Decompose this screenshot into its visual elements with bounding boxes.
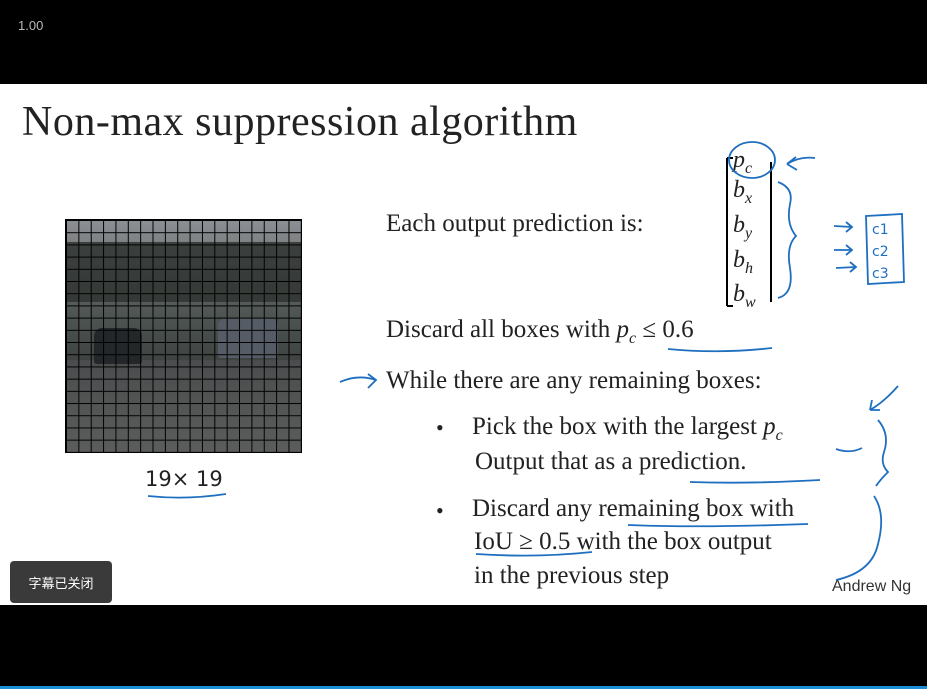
- remaining-box-underline-ink: [627, 523, 809, 528]
- pc-arrow-ink: [786, 156, 816, 171]
- while-arrow-ink: [339, 373, 378, 389]
- vector-pc: pc: [733, 147, 753, 177]
- class-c2-ink: c2: [872, 244, 889, 260]
- lecture-slide: Non-max suppression algorithm 19× 19 Eac…: [0, 84, 927, 605]
- vector-bh: bh: [733, 247, 753, 277]
- prediction-label: Each output prediction is:: [386, 210, 644, 237]
- bullet1-line1: Pick the box with the largest pc: [472, 413, 783, 444]
- author-label: Andrew Ng: [832, 578, 912, 595]
- arrow-c1-ink: [833, 221, 854, 233]
- vector-bx: bx: [733, 177, 753, 207]
- bullet2-brace-ink: [835, 495, 883, 581]
- player-top-bar: 1.00: [0, 0, 927, 84]
- bullet2-line3: in the previous step: [474, 562, 670, 589]
- vector-bracket-left: [726, 157, 733, 307]
- arrow-c2-ink: [834, 244, 854, 256]
- player-bottom-bar: [0, 605, 927, 689]
- bullet1-arrow-ink: [869, 385, 899, 411]
- class-c3-ink: c3: [872, 266, 889, 282]
- while-loop-text: While there are any remaining boxes:: [386, 367, 762, 394]
- vector-by: by: [733, 212, 753, 242]
- pc-circle-ink: [728, 141, 776, 179]
- bullet2-line1: Discard any remaining box with: [472, 495, 795, 522]
- playback-speed-label[interactable]: 1.00: [18, 18, 44, 33]
- class-vector-box-ink: [865, 213, 905, 285]
- vector-bw: bw: [733, 281, 756, 311]
- handwritten-annotations: c1 c2 c3: [147, 141, 905, 581]
- bullet-dot-2: •: [436, 498, 444, 523]
- grid-label-underline-ink: [147, 493, 227, 499]
- arrow-c3-ink: [835, 261, 858, 273]
- grid-size-label: 19× 19: [145, 467, 223, 491]
- discard-threshold-text: Discard all boxes with pc ≤ 0.6: [386, 316, 694, 347]
- pc-threshold-underline-ink: [667, 347, 773, 353]
- class-c1-ink: c1: [872, 222, 889, 238]
- pc-underline2-ink: [835, 447, 863, 453]
- bbox-brace-ink: [777, 181, 798, 299]
- grid-overlay: [66, 220, 301, 452]
- prediction-underline-ink: [689, 479, 821, 484]
- bullet2-line2: IoU ≥ 0.5 with the box output: [474, 528, 772, 555]
- slide-title: Non-max suppression algorithm: [22, 99, 578, 145]
- bullet-dot-1: •: [436, 415, 444, 440]
- iou-underline-ink: [475, 551, 593, 557]
- subtitles-off-button[interactable]: 字幕已关闭: [10, 561, 112, 603]
- progress-bar[interactable]: [0, 686, 927, 689]
- bullet1-brace-ink: [875, 419, 890, 487]
- bullet1-line2: Output that as a prediction.: [475, 448, 747, 475]
- car-image-with-grid: [65, 219, 302, 453]
